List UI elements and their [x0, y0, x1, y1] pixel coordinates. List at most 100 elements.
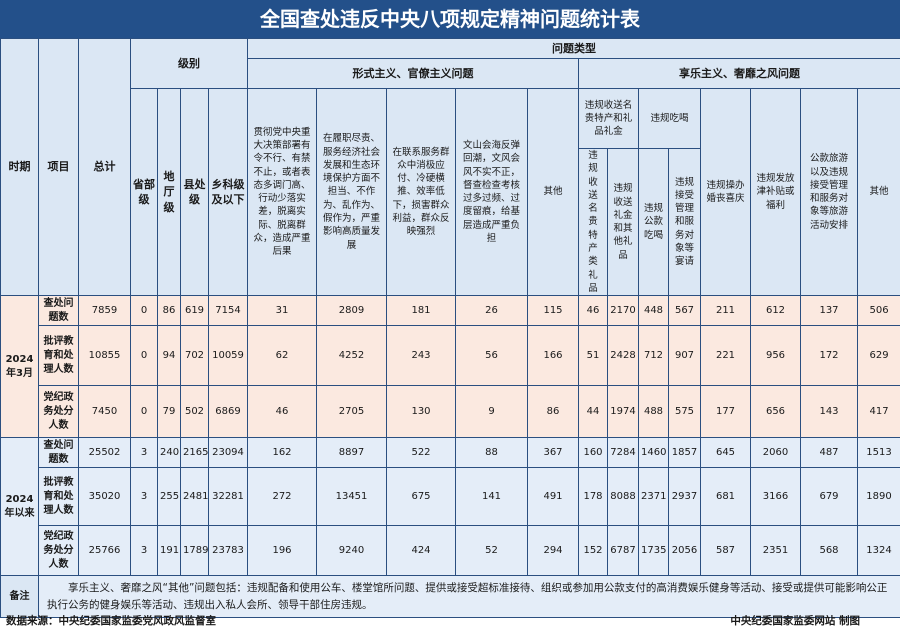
header-level-col: 县处级 [180, 87, 209, 297]
value-cell: 88 [455, 437, 528, 469]
value-cell: 3166 [750, 467, 801, 527]
notes-text: 享乐主义、奢靡之风“其他”问题包括：违规配备和使用公车、楼堂馆所问题、提供或接受… [37, 575, 900, 619]
header-formalism-col: 文山会海反弹回潮，文风会风不实不正，督查检查考核过多过频、过度留痕，给基层造成严… [455, 87, 528, 297]
value-cell: 143 [800, 385, 858, 439]
value-cell: 2705 [316, 385, 387, 439]
value-cell: 7450 [78, 385, 131, 439]
row-item: 党纪政务处分人数 [38, 525, 79, 577]
value-cell: 115 [527, 295, 579, 327]
value-cell: 51 [578, 325, 608, 387]
value-cell: 8088 [607, 467, 639, 527]
value-cell: 86 [527, 385, 579, 439]
value-cell: 9 [455, 385, 528, 439]
value-cell: 10855 [78, 325, 131, 387]
header-formalism: 形式主义、官僚主义问题 [247, 58, 579, 89]
value-cell: 94 [157, 325, 181, 387]
value-cell: 294 [527, 525, 579, 577]
value-cell: 23094 [208, 437, 248, 469]
value-cell: 2170 [607, 295, 639, 327]
header-hedonism-col: 公款旅游以及违规接受管理和服务对象等旅游活动安排 [800, 87, 858, 297]
value-cell: 191 [157, 525, 181, 577]
value-cell: 86 [157, 295, 181, 327]
value-cell: 9240 [316, 525, 387, 577]
value-cell: 956 [750, 325, 801, 387]
value-cell: 32281 [208, 467, 248, 527]
value-cell: 2428 [607, 325, 639, 387]
value-cell: 1735 [638, 525, 669, 577]
value-cell: 1324 [856, 525, 900, 577]
title: 全国查处违反中央八项规定精神问题统计表 [0, 0, 900, 38]
value-cell: 272 [247, 467, 317, 527]
header-level: 级别 [130, 38, 248, 89]
header-dining: 违规吃喝 [638, 88, 701, 149]
value-cell: 575 [668, 385, 701, 439]
value-cell: 137 [800, 295, 858, 327]
table-row: 形式主义、官僚主义问题 享乐主义、奢靡之风问题 [1, 58, 900, 89]
value-cell: 2165 [180, 437, 209, 469]
value-cell: 162 [247, 437, 317, 469]
value-cell: 196 [247, 525, 317, 577]
value-cell: 6787 [607, 525, 639, 577]
value-cell: 2481 [180, 467, 209, 527]
value-cell: 56 [455, 325, 528, 387]
value-cell: 141 [455, 467, 528, 527]
stats-table: 时期 项目 总计 级别 问题类型 形式主义、官僚主义问题 享乐主义、奢靡之风问题 省部级 地厅级… [0, 37, 900, 619]
header-item: 项目 [38, 37, 79, 297]
header-gifts-col: 违规收送礼金和其他礼品 [607, 147, 639, 297]
header-formalism-col: 在履职尽责、服务经济社会发展和生态环境保护方面不担当、不作为、乱作为、假作为，严… [316, 87, 387, 297]
header-dining-col: 违规接受管理和服务对象等宴请 [668, 147, 701, 297]
row-item: 查处问题数 [38, 295, 79, 327]
table-row: 备注 享乐主义、奢靡之风“其他”问题包括：违规配备和使用公车、楼堂馆所问题、提供或… [0, 575, 900, 619]
value-cell: 0 [130, 385, 158, 439]
table-row: 时期 项目 总计 级别 问题类型 [0, 37, 900, 297]
notes-label: 备注 [0, 575, 39, 619]
value-cell: 702 [180, 325, 209, 387]
value-cell: 619 [180, 295, 209, 327]
value-cell: 645 [700, 437, 751, 469]
value-cell: 567 [668, 295, 701, 327]
header-formalism-col: 在联系服务群众中消极应付、冷硬横推、效率低下，损害群众利益，群众反映强烈 [386, 87, 456, 297]
value-cell: 4252 [316, 325, 387, 387]
value-cell: 46 [578, 295, 608, 327]
value-cell: 7859 [78, 295, 131, 327]
value-cell: 243 [386, 325, 456, 387]
value-cell: 1789 [180, 525, 209, 577]
value-cell: 487 [800, 437, 858, 469]
value-cell: 712 [638, 325, 669, 387]
value-cell: 417 [856, 385, 900, 439]
value-cell: 181 [386, 295, 456, 327]
value-cell: 62 [247, 325, 317, 387]
value-cell: 166 [527, 325, 579, 387]
table-row: 2024年3月 查处问题数 7859 0 86 619 7154 31 2809 181 26 115… [0, 295, 900, 439]
value-cell: 424 [386, 525, 456, 577]
credit: 中央纪委国家监委网站 制图 [730, 615, 860, 627]
value-cell: 52 [455, 525, 528, 577]
value-cell: 26 [455, 295, 528, 327]
row-item: 批评教育和处理人数 [38, 467, 79, 527]
value-cell: 3 [130, 525, 158, 577]
value-cell: 679 [800, 467, 858, 527]
row-item: 党纪政务处分人数 [38, 385, 79, 439]
value-cell: 221 [700, 325, 751, 387]
period: 2024年3月 [0, 295, 39, 439]
value-cell: 629 [856, 325, 900, 387]
value-cell: 7154 [208, 295, 248, 327]
value-cell: 2351 [750, 525, 801, 577]
value-cell: 211 [700, 295, 751, 327]
value-cell: 1857 [668, 437, 701, 469]
value-cell: 2937 [668, 467, 701, 527]
table-row: 省部级 地厅级 县处级 乡科级及以下 贯彻党中央重大决策部署有令不行、有禁不止，或者表态… [1, 87, 900, 297]
header-hedonism: 享乐主义、奢靡之风问题 [577, 58, 900, 89]
table-row: 党纪政务处分人数 25766 3 191 1789 23783 196 9240 424 52 29… [1, 525, 900, 577]
header-hedonism-col: 其他 [856, 87, 900, 297]
value-cell: 522 [386, 437, 456, 469]
value-cell: 491 [527, 467, 579, 527]
value-cell: 25766 [78, 525, 131, 577]
source: 数据来源：中央纪委国家监委党风政风监督室 [6, 615, 216, 627]
value-cell: 160 [578, 437, 608, 469]
value-cell: 0 [130, 325, 158, 387]
value-cell: 178 [578, 467, 608, 527]
row-item: 查处问题数 [38, 437, 79, 469]
value-cell: 448 [638, 295, 669, 327]
value-cell: 568 [800, 525, 858, 577]
